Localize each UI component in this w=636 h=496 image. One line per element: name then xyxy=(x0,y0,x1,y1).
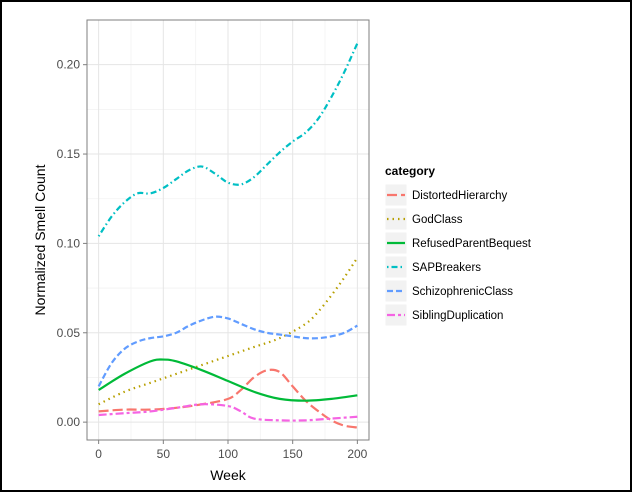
y-tick-label: 0.20 xyxy=(57,58,81,72)
x-tick-label: 200 xyxy=(347,447,367,461)
legend-label-god-class: GodClass xyxy=(412,214,463,226)
legend-key-god-class xyxy=(384,207,408,231)
series-line-schizophrenic-class xyxy=(97,315,358,387)
legend-label-refused-parent-bequest: RefusedParentBequest xyxy=(412,238,532,250)
x-tick-label: 150 xyxy=(283,447,303,461)
legend-label-distorted-hierarchy: DistortedHierarchy xyxy=(412,190,507,202)
legend-key-sibling-duplication xyxy=(384,303,408,327)
y-tick-label: 0.05 xyxy=(57,326,81,340)
legend-title: category xyxy=(385,164,435,178)
series-line-god-class xyxy=(98,257,359,406)
x-tick-label: 100 xyxy=(218,447,238,461)
y-tick-label: 0.00 xyxy=(57,415,81,429)
axes: 0 50 100 150 200 0.00 0.05 0.10 0.15 0.20 xyxy=(57,58,368,461)
series-line-distorted-hierarchy xyxy=(98,368,358,429)
series-line-sapbreakers xyxy=(97,42,359,237)
series-line-refused-parent-bequest xyxy=(98,358,358,402)
legend-label-schizophrenic-class: SchizophrenicClass xyxy=(412,286,513,298)
y-tick-label: 0.15 xyxy=(57,147,81,161)
legend: category DistortedHierarchy GodClass Refus… xyxy=(384,164,532,327)
legend-label-sapbreakers: SAPBreakers xyxy=(412,262,481,274)
y-axis-label: Normalized Smell Count xyxy=(32,164,48,315)
series-lines xyxy=(97,42,359,429)
legend-label-sibling-duplication: SiblingDuplication xyxy=(412,310,503,322)
x-axis-label: Week xyxy=(210,467,247,483)
x-tick-label: 0 xyxy=(95,447,102,461)
x-tick-label: 50 xyxy=(157,447,171,461)
y-tick-label: 0.10 xyxy=(57,236,81,250)
series-line-sibling-duplication xyxy=(98,403,358,422)
